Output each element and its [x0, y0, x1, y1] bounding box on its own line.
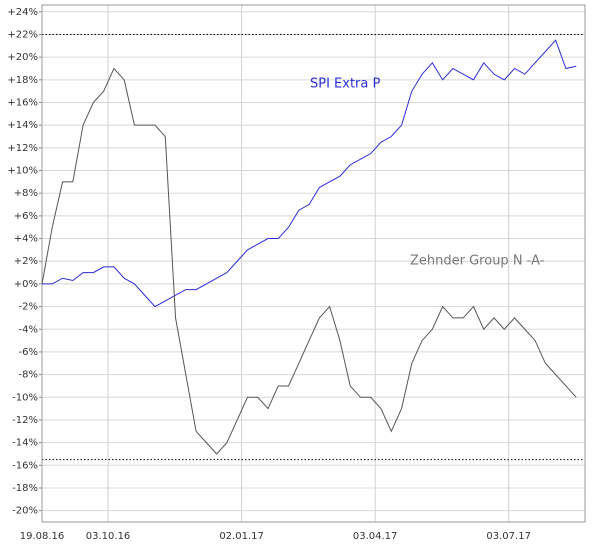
y-tick-label: -14% [12, 438, 38, 449]
series-label: SPI Extra P [310, 77, 381, 92]
y-tick-label: -12% [12, 415, 38, 426]
y-tick-label: +16% [7, 98, 38, 109]
y-tick-label: -8% [19, 370, 38, 381]
y-tick-label: -6% [19, 347, 38, 358]
y-tick-label: +6% [14, 211, 38, 222]
y-tick-label: +14% [7, 120, 38, 131]
y-tick-label: +4% [14, 234, 38, 245]
x-tick-label: 03.04.17 [353, 531, 398, 542]
y-tick-label: +2% [14, 256, 38, 267]
y-tick-label: +18% [7, 75, 38, 86]
y-tick-label: -18% [12, 483, 38, 494]
y-tick-label: -16% [12, 460, 38, 471]
y-tick-label: -20% [12, 506, 38, 517]
y-tick-label: +10% [7, 166, 38, 177]
series-label: Zehnder Group N -A- [410, 254, 545, 269]
y-tick-label: +22% [7, 29, 38, 40]
x-tick-label: 03.07.17 [486, 531, 531, 542]
plot-frame [41, 4, 586, 523]
series-line [42, 39, 577, 308]
y-tick-label: +0% [14, 279, 38, 290]
y-tick-label: -2% [19, 302, 38, 313]
y-tick-label: +24% [7, 7, 38, 18]
x-tick-label: 03.10.16 [86, 531, 131, 542]
y-tick-label: +20% [7, 52, 38, 63]
y-tick-label: +12% [7, 143, 38, 154]
x-tick-label: 19.08.16 [20, 531, 65, 542]
y-tick-label: +8% [14, 188, 38, 199]
x-tick-label: 02.01.17 [219, 531, 264, 542]
y-tick-label: -4% [19, 324, 38, 335]
series-line [41, 67, 577, 455]
y-tick-label: -10% [12, 392, 38, 403]
